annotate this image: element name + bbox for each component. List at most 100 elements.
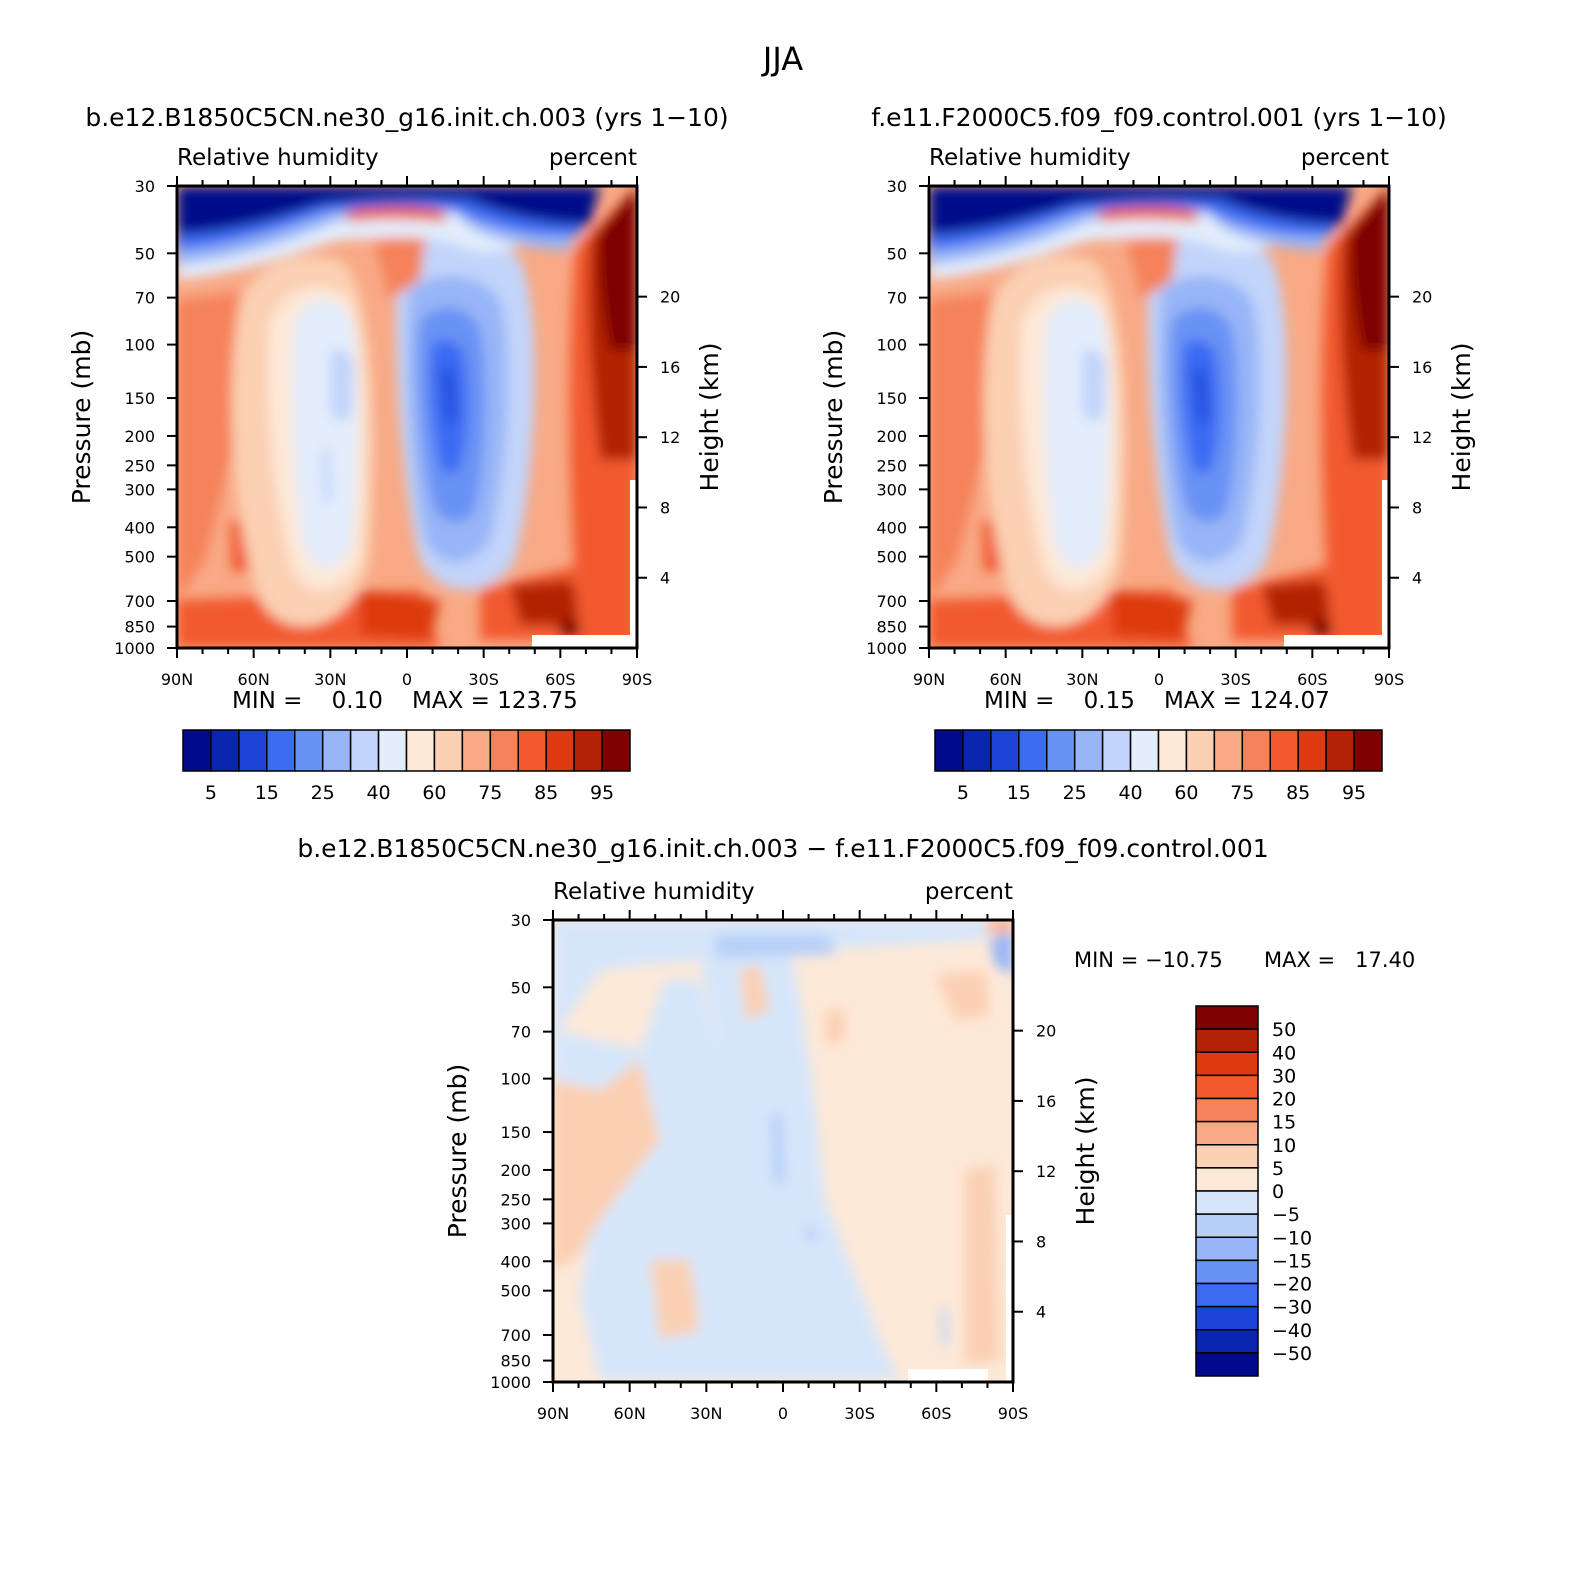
y-tick-label: 50 (511, 978, 531, 997)
colorbar-label: 50 (1272, 1019, 1296, 1041)
field-region (825, 1010, 845, 1045)
min-value: MIN = 0.10 (232, 688, 383, 714)
x-tick-label: 60S (545, 670, 576, 689)
x-tick-label: 90N (537, 1404, 569, 1423)
colorbar-label: 40 (1118, 782, 1142, 804)
y-tick-label: 250 (876, 456, 907, 475)
y2-tick-label: 12 (1036, 1162, 1056, 1181)
colorbar-swatch (1297, 729, 1327, 772)
missing-data-patch (532, 635, 637, 648)
x-tick-label: 60S (1297, 670, 1328, 689)
colorbar-label: 10 (1272, 1135, 1296, 1157)
colorbar-swatch (1046, 729, 1076, 772)
y-tick-label: 50 (887, 244, 907, 263)
y2-axis-label: Height (km) (1071, 1077, 1100, 1226)
missing-data-patch (630, 480, 637, 648)
colorbar-swatch (266, 729, 296, 772)
y2-tick-label: 12 (1412, 428, 1432, 447)
field-region (345, 206, 445, 222)
figure-title: JJA (761, 40, 803, 78)
colorbar-label: 75 (478, 782, 502, 804)
colorbar-label: −5 (1272, 1204, 1300, 1226)
colorbar-label: 95 (590, 782, 614, 804)
x-tick-label: 30N (1066, 670, 1098, 689)
y-tick-label: 70 (511, 1023, 531, 1042)
variable-label: Relative humidity (553, 879, 755, 905)
panel-title: b.e12.B1850C5CN.ne30_g16.init.ch.003 (yr… (85, 103, 728, 132)
colorbar-swatch (1195, 1236, 1259, 1262)
colorbar-label: 85 (1286, 782, 1310, 804)
field-region (740, 965, 770, 1020)
y2-axis-label: Height (km) (695, 343, 724, 492)
y-tick-label: 1000 (866, 639, 907, 658)
x-tick-label: 90S (1374, 670, 1405, 689)
y-tick-label: 150 (124, 389, 155, 408)
y-tick-label: 100 (876, 336, 907, 355)
field-region (1112, 590, 1192, 640)
colorbar-label: 5 (205, 782, 217, 804)
field-region (292, 299, 359, 569)
y-tick-label: 70 (887, 289, 907, 308)
colorbar-label: −10 (1272, 1227, 1312, 1249)
x-tick-label: 0 (402, 670, 412, 689)
colorbar-swatch (489, 729, 519, 772)
field-region (330, 349, 354, 422)
min-value: MIN = 0.15 (984, 688, 1135, 714)
colorbar-swatch (990, 729, 1020, 772)
units-label: percent (549, 145, 637, 171)
colorbar-swatch (517, 729, 547, 772)
y2-tick-label: 16 (1412, 358, 1432, 377)
y-tick-label: 700 (500, 1326, 531, 1345)
colorbar-label: 95 (1342, 782, 1366, 804)
colorbar-label: 20 (1272, 1089, 1296, 1111)
y-tick-label: 700 (124, 592, 155, 611)
colorbar-swatch (210, 729, 240, 772)
colorbar-swatch (601, 729, 631, 772)
field-shapes (929, 186, 1389, 648)
units-label: percent (925, 879, 1013, 905)
y2-tick-label: 8 (1036, 1232, 1046, 1251)
colorbar: 5 15 25 40 60 75 85 95 (182, 729, 631, 804)
x-tick-label: 60N (238, 670, 270, 689)
y2-tick-label: 8 (660, 498, 670, 517)
y2-tick-label: 8 (1412, 498, 1422, 517)
max-value: MAX = 124.07 (1164, 688, 1330, 714)
field-region (770, 1112, 786, 1185)
colorbar-swatch (1195, 1190, 1259, 1215)
field-region (1262, 580, 1342, 625)
colorbar-swatch (962, 729, 992, 772)
y2-axis-label: Height (km) (1447, 343, 1476, 492)
colorbar-swatch (1195, 1282, 1259, 1308)
field-region (990, 930, 1013, 975)
y-tick-label: 700 (876, 592, 907, 611)
x-tick-label: 60N (990, 670, 1022, 689)
field-region (360, 590, 440, 640)
colorbar-swatch (1195, 1329, 1259, 1354)
variable-label: Relative humidity (929, 145, 1131, 171)
y-tick-label: 400 (876, 518, 907, 537)
missing-data-patch (1284, 635, 1389, 648)
y-tick-label: 30 (135, 177, 155, 196)
colorbar-label: −40 (1272, 1320, 1312, 1342)
colorbar-swatch (934, 729, 964, 772)
y-tick-label: 250 (500, 1190, 531, 1209)
missing-data-patch (1006, 1215, 1013, 1382)
y2-tick-label: 20 (660, 288, 680, 307)
colorbar-label: −50 (1272, 1343, 1312, 1365)
colorbar-swatch (1241, 729, 1271, 772)
y-tick-label: 500 (876, 548, 907, 567)
y-tick-label: 500 (124, 548, 155, 567)
y-tick-label: 200 (500, 1161, 531, 1180)
y-tick-label: 70 (135, 289, 155, 308)
field-region (553, 1060, 660, 1270)
panel-top-right: f.e11.F2000C5.f09_f09.control.001 (yrs 1… (819, 103, 1476, 804)
colorbar-swatch (573, 729, 603, 772)
colorbar-label: −15 (1272, 1250, 1312, 1272)
x-tick-label: 90S (998, 1404, 1029, 1423)
colorbar-label: −20 (1272, 1274, 1312, 1296)
y2-tick-label: 12 (660, 428, 680, 447)
field-region (1351, 186, 1389, 350)
colorbar-swatch (545, 729, 575, 772)
colorbar-swatch (238, 729, 268, 772)
